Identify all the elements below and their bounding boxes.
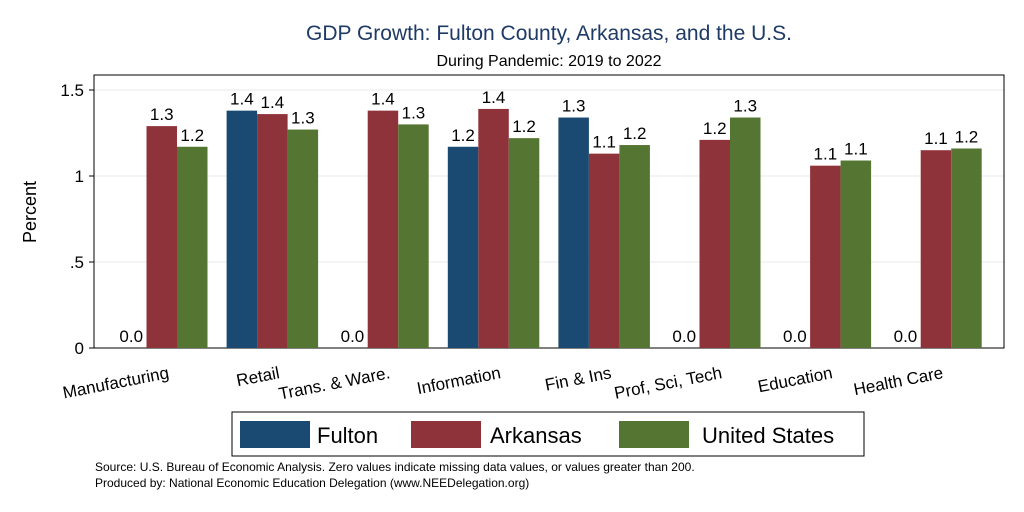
bar xyxy=(588,153,620,348)
value-label: 1.1 xyxy=(844,140,868,159)
value-label: 0.0 xyxy=(341,327,365,346)
value-label: 1.3 xyxy=(733,97,757,116)
legend-label: Arkansas xyxy=(490,423,582,448)
value-label: 1.2 xyxy=(512,117,536,136)
legend: Fulton Arkansas United States xyxy=(231,411,865,457)
chart-subtitle: During Pandemic: 2019 to 2022 xyxy=(436,53,661,70)
category-label: Education xyxy=(756,363,834,396)
value-label: 1.3 xyxy=(150,105,174,124)
legend-swatch xyxy=(619,421,689,448)
bar xyxy=(398,124,429,349)
bar xyxy=(447,146,479,348)
bar xyxy=(367,110,399,348)
bar xyxy=(287,129,319,348)
value-label: 1.1 xyxy=(592,133,616,152)
y-axis-label: Percent xyxy=(20,181,40,243)
bar xyxy=(920,150,952,348)
y-tick-label: 1.5 xyxy=(60,81,84,100)
bar xyxy=(558,117,589,349)
bars xyxy=(146,108,982,349)
y-axis: 0 .5 1 1.5 xyxy=(60,81,94,358)
legend-swatch xyxy=(411,421,481,448)
legend-label: United States xyxy=(702,423,834,448)
value-label: 1.2 xyxy=(623,124,647,143)
y-tick-label: 0 xyxy=(75,339,84,358)
value-label: 1.3 xyxy=(562,97,586,116)
category-label: Manufacturing xyxy=(61,363,170,402)
y-tick-label: .5 xyxy=(70,253,84,272)
category-label: Health Care xyxy=(852,363,945,399)
bar xyxy=(508,138,540,348)
plot-frame xyxy=(93,74,1005,349)
bar xyxy=(257,114,288,348)
bar xyxy=(810,165,841,348)
value-label: 0.0 xyxy=(672,327,696,346)
y-tick-label: 1 xyxy=(75,167,84,186)
footnote-source: Source: U.S. Bureau of Economic Analysis… xyxy=(95,460,695,474)
bar xyxy=(840,160,872,348)
value-label: 1.3 xyxy=(402,103,426,122)
value-label: 1.4 xyxy=(482,88,506,107)
bar xyxy=(951,148,982,348)
value-label: 1.2 xyxy=(703,119,727,138)
legend-box xyxy=(231,411,865,457)
chart-title: GDP Growth: Fulton County, Arkansas, and… xyxy=(306,22,792,45)
value-label: 1.4 xyxy=(230,90,254,109)
bar xyxy=(146,126,177,349)
footnote-produced-by: Produced by: National Economic Education… xyxy=(95,476,529,490)
value-label: 1.2 xyxy=(955,127,979,146)
value-label: 0.0 xyxy=(119,327,143,346)
category-label: Prof, Sci, Tech xyxy=(613,363,724,403)
bar xyxy=(177,146,208,348)
category-label: Retail xyxy=(235,363,281,390)
bar xyxy=(619,145,650,348)
category-label: Trans. & Ware. xyxy=(277,363,392,403)
bar xyxy=(478,108,509,348)
legend-swatch xyxy=(240,421,310,448)
value-labels: 0.0 1.3 1.2 1.4 1.4 1.3 0.0 1.4 1.3 1.2 1.4 1.2 1.3 1… xyxy=(119,88,978,346)
value-label: 0.0 xyxy=(783,327,807,346)
legend-label: Fulton xyxy=(317,423,378,448)
value-label: 1.4 xyxy=(371,90,395,109)
category-label: Information xyxy=(415,363,502,398)
value-label: 1.3 xyxy=(291,109,315,128)
bar xyxy=(226,110,258,348)
bar xyxy=(699,139,730,348)
bar xyxy=(730,117,761,349)
value-label: 0.0 xyxy=(894,327,918,346)
value-label: 1.2 xyxy=(451,126,475,145)
value-label: 1.1 xyxy=(814,145,838,164)
value-label: 1.4 xyxy=(261,93,285,112)
value-label: 1.2 xyxy=(180,126,204,145)
value-label: 1.1 xyxy=(924,129,948,148)
category-label: Fin & Ins xyxy=(543,363,612,394)
